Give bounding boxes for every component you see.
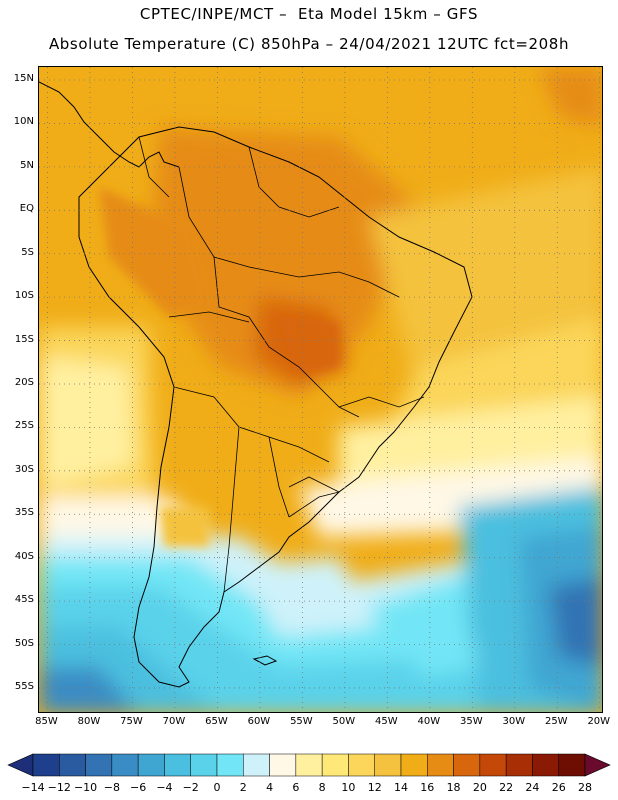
- falklands-outline: [252, 655, 278, 666]
- latitude-tick-label: 10N: [13, 116, 34, 128]
- colorbar-tick-label: 28: [578, 781, 592, 794]
- map-canvas: [39, 67, 602, 712]
- colorbar-tick-label: 20: [472, 781, 487, 794]
- colorbar-tick-label: 6: [292, 781, 300, 794]
- colorbar-tick-label: 14: [394, 781, 408, 794]
- colorbar-segment: [32, 753, 60, 777]
- colorbar-tick-label: 22: [499, 781, 514, 794]
- longitude-tick-label: 85W: [35, 716, 58, 727]
- colorbar-tick-label: 10: [341, 781, 356, 794]
- latitude-tick-label: 50S: [14, 637, 34, 649]
- colorbar-segment: [532, 753, 559, 777]
- colorbar-tick-label: −12: [47, 781, 71, 794]
- colorbar-segment: [321, 753, 349, 777]
- latitude-tick-label: 5S: [21, 246, 34, 258]
- longitude-tick-label: 30W: [502, 716, 526, 727]
- colorbar-segment: [348, 753, 375, 777]
- colorbar-segment: [216, 753, 244, 777]
- temperature-map: [38, 66, 603, 713]
- longitude-tick-label: 50W: [332, 716, 356, 727]
- colorbar-tick-label: 12: [367, 781, 382, 794]
- latitude-tick-label: 15N: [13, 73, 34, 85]
- colorbar-segment: [427, 753, 454, 777]
- latitude-tick-label: 15S: [14, 333, 34, 345]
- chart-title-line1: CPTEC/INPE/MCT – Eta Model 15km – GFS: [139, 5, 479, 23]
- colorbar-tick-label: 24: [525, 781, 540, 794]
- longitude-tick-label: 40W: [417, 716, 441, 727]
- colorbar-tick-label: 4: [266, 781, 274, 794]
- longitude-tick-label: 65W: [205, 716, 228, 727]
- colorbar-segment: [164, 753, 191, 777]
- colorbar-segment: [479, 753, 507, 777]
- longitude-tick-label: 55W: [290, 716, 313, 727]
- colorbar-tick-label: 8: [318, 781, 326, 794]
- temperature-field: [39, 67, 602, 712]
- colorbar-tick-label: 18: [446, 781, 461, 794]
- longitude-tick-label: 45W: [375, 716, 398, 727]
- latitude-tick-label: 55S: [14, 680, 34, 692]
- latitude-tick-label: EQ: [19, 203, 34, 215]
- continent-outline: [78, 126, 473, 688]
- country-borders: [138, 136, 425, 593]
- colorbar-tick-label: −10: [73, 781, 98, 794]
- latitude-tick-label: 25S: [14, 420, 34, 432]
- latitude-tick-label: 10S: [14, 290, 34, 302]
- colorbar-segment: [111, 753, 139, 777]
- colorbar-tick-label: −2: [182, 781, 199, 794]
- latitude-tick-label: 20S: [14, 376, 34, 388]
- colorbar-tick-label: 0: [213, 781, 221, 794]
- colorbar-segment: [137, 753, 165, 777]
- colorbar-segment: [453, 753, 481, 777]
- map-gridlines: [39, 67, 602, 712]
- colorbar-segment: [269, 753, 297, 777]
- colorbar-tick-label: −4: [156, 781, 173, 794]
- colorbar-segment: [400, 753, 428, 777]
- colorbar-segment: [243, 753, 270, 777]
- colorbar-tick-label: 26: [551, 781, 566, 794]
- colorbar-over-arrow: [584, 753, 611, 777]
- colorbar-segment: [85, 753, 113, 777]
- longitude-tick-label: 25W: [544, 716, 568, 727]
- longitude-tick-label: 60W: [247, 716, 271, 727]
- colorbar-segment: [505, 753, 533, 777]
- longitude-tick-label: 75W: [120, 716, 143, 727]
- colorbar-tick-label: 16: [420, 781, 435, 794]
- latitude-tick-label: 5N: [20, 159, 34, 171]
- chart-title-line2: Absolute Temperature (C) 850hPa – 24/04/…: [48, 35, 570, 53]
- land-warm-areas: [99, 187, 339, 547]
- colorbar-segment: [59, 753, 86, 777]
- latitude-tick-label: 40S: [14, 550, 34, 562]
- colorbar-segment: [295, 753, 323, 777]
- longitude-tick-label: 20W: [587, 716, 611, 727]
- colorbar-segment: [190, 753, 218, 777]
- colorbar-tick-label: −6: [130, 781, 147, 794]
- colorbar-under-arrow: [7, 753, 34, 777]
- colorbar: [7, 753, 611, 777]
- latitude-tick-label: 35S: [14, 507, 34, 519]
- longitude-tick-label: 80W: [77, 716, 101, 727]
- central-america-outline: [39, 81, 180, 168]
- longitude-tick-label: 35W: [459, 716, 483, 727]
- colorbar-tick-label: −8: [103, 781, 120, 794]
- colorbar-tick-label: −14: [21, 781, 45, 794]
- longitude-tick-label: 70W: [162, 716, 186, 727]
- colorbar-segment: [374, 753, 402, 777]
- latitude-tick-label: 30S: [14, 463, 34, 475]
- latitude-tick-label: 45S: [14, 594, 34, 606]
- colorbar-tick-label: 2: [239, 781, 247, 794]
- colorbar-segment: [558, 753, 586, 777]
